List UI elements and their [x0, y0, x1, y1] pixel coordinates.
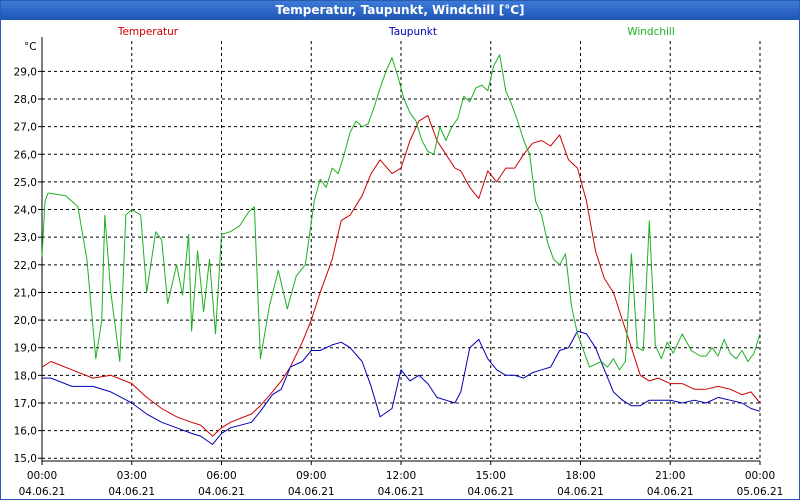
y-tick-label: 16,0: [14, 426, 37, 438]
x-tick-labels: 00:00 04.06.21 03:00 04.06.21 06:00 04.06.21 0…: [19, 470, 784, 498]
x-tick-time: 00:00: [745, 470, 775, 482]
x-tick-date: 04.06.21: [467, 486, 514, 498]
x-tick-date: 04.06.21: [378, 486, 425, 498]
legend-temperatur: Temperatur: [117, 26, 179, 38]
series-line-taupunkt: [42, 330, 761, 445]
x-tick-time: 06:00: [206, 470, 236, 482]
y-tick-label: 17,0: [14, 398, 37, 410]
series-line-windchill: [41, 54, 761, 371]
y-axis-unit: °C: [24, 41, 37, 53]
y-tick-label: 29,0: [14, 66, 37, 78]
x-tick-date: 04.06.21: [198, 486, 245, 498]
x-tick-date: 04.06.21: [108, 486, 155, 498]
x-tick-date: 04.06.21: [557, 486, 604, 498]
x-tick-date: 04.06.21: [647, 486, 694, 498]
y-tick-label: 15,0: [14, 453, 37, 465]
x-tick-time: 18:00: [565, 470, 595, 482]
y-tick-label: 18,0: [14, 370, 37, 382]
series-line-temperatur: [41, 115, 761, 437]
y-tick-label: 27,0: [14, 122, 37, 134]
x-tick-time: 03:00: [117, 470, 147, 482]
x-tick-time: 15:00: [476, 470, 506, 482]
legend: Temperatur Taupunkt Windchill: [117, 26, 675, 38]
legend-taupunkt: Taupunkt: [388, 26, 437, 38]
x-tick-time: 09:00: [296, 470, 326, 482]
grid-lines: [38, 41, 761, 465]
y-tick-label: 23,0: [14, 232, 37, 244]
legend-windchill: Windchill: [627, 26, 675, 38]
x-tick-date: 04.06.21: [288, 486, 335, 498]
y-tick-label: 20,0: [14, 315, 37, 327]
y-tick-label: 25,0: [14, 177, 37, 189]
chart-title: Temperatur, Taupunkt, Windchill [°C]: [1, 1, 799, 20]
y-tick-label: 19,0: [14, 343, 37, 355]
x-tick-date: 05.06.21: [737, 486, 784, 498]
y-tick-label: 21,0: [14, 287, 37, 299]
y-tick-label: 26,0: [14, 149, 37, 161]
y-tick-labels: 15,0 16,0 17,0 18,0 19,0 20,0 21,0 22,0 23,0 24,0…: [14, 66, 37, 465]
x-tick-date: 04.06.21: [19, 486, 66, 498]
y-tick-label: 22,0: [14, 260, 37, 272]
x-tick-time: 00:00: [27, 470, 57, 482]
x-tick-time: 21:00: [655, 470, 685, 482]
x-tick-time: 12:00: [386, 470, 416, 482]
y-tick-label: 28,0: [14, 94, 37, 106]
y-tick-label: 24,0: [14, 205, 37, 217]
series-lines: [41, 54, 761, 445]
